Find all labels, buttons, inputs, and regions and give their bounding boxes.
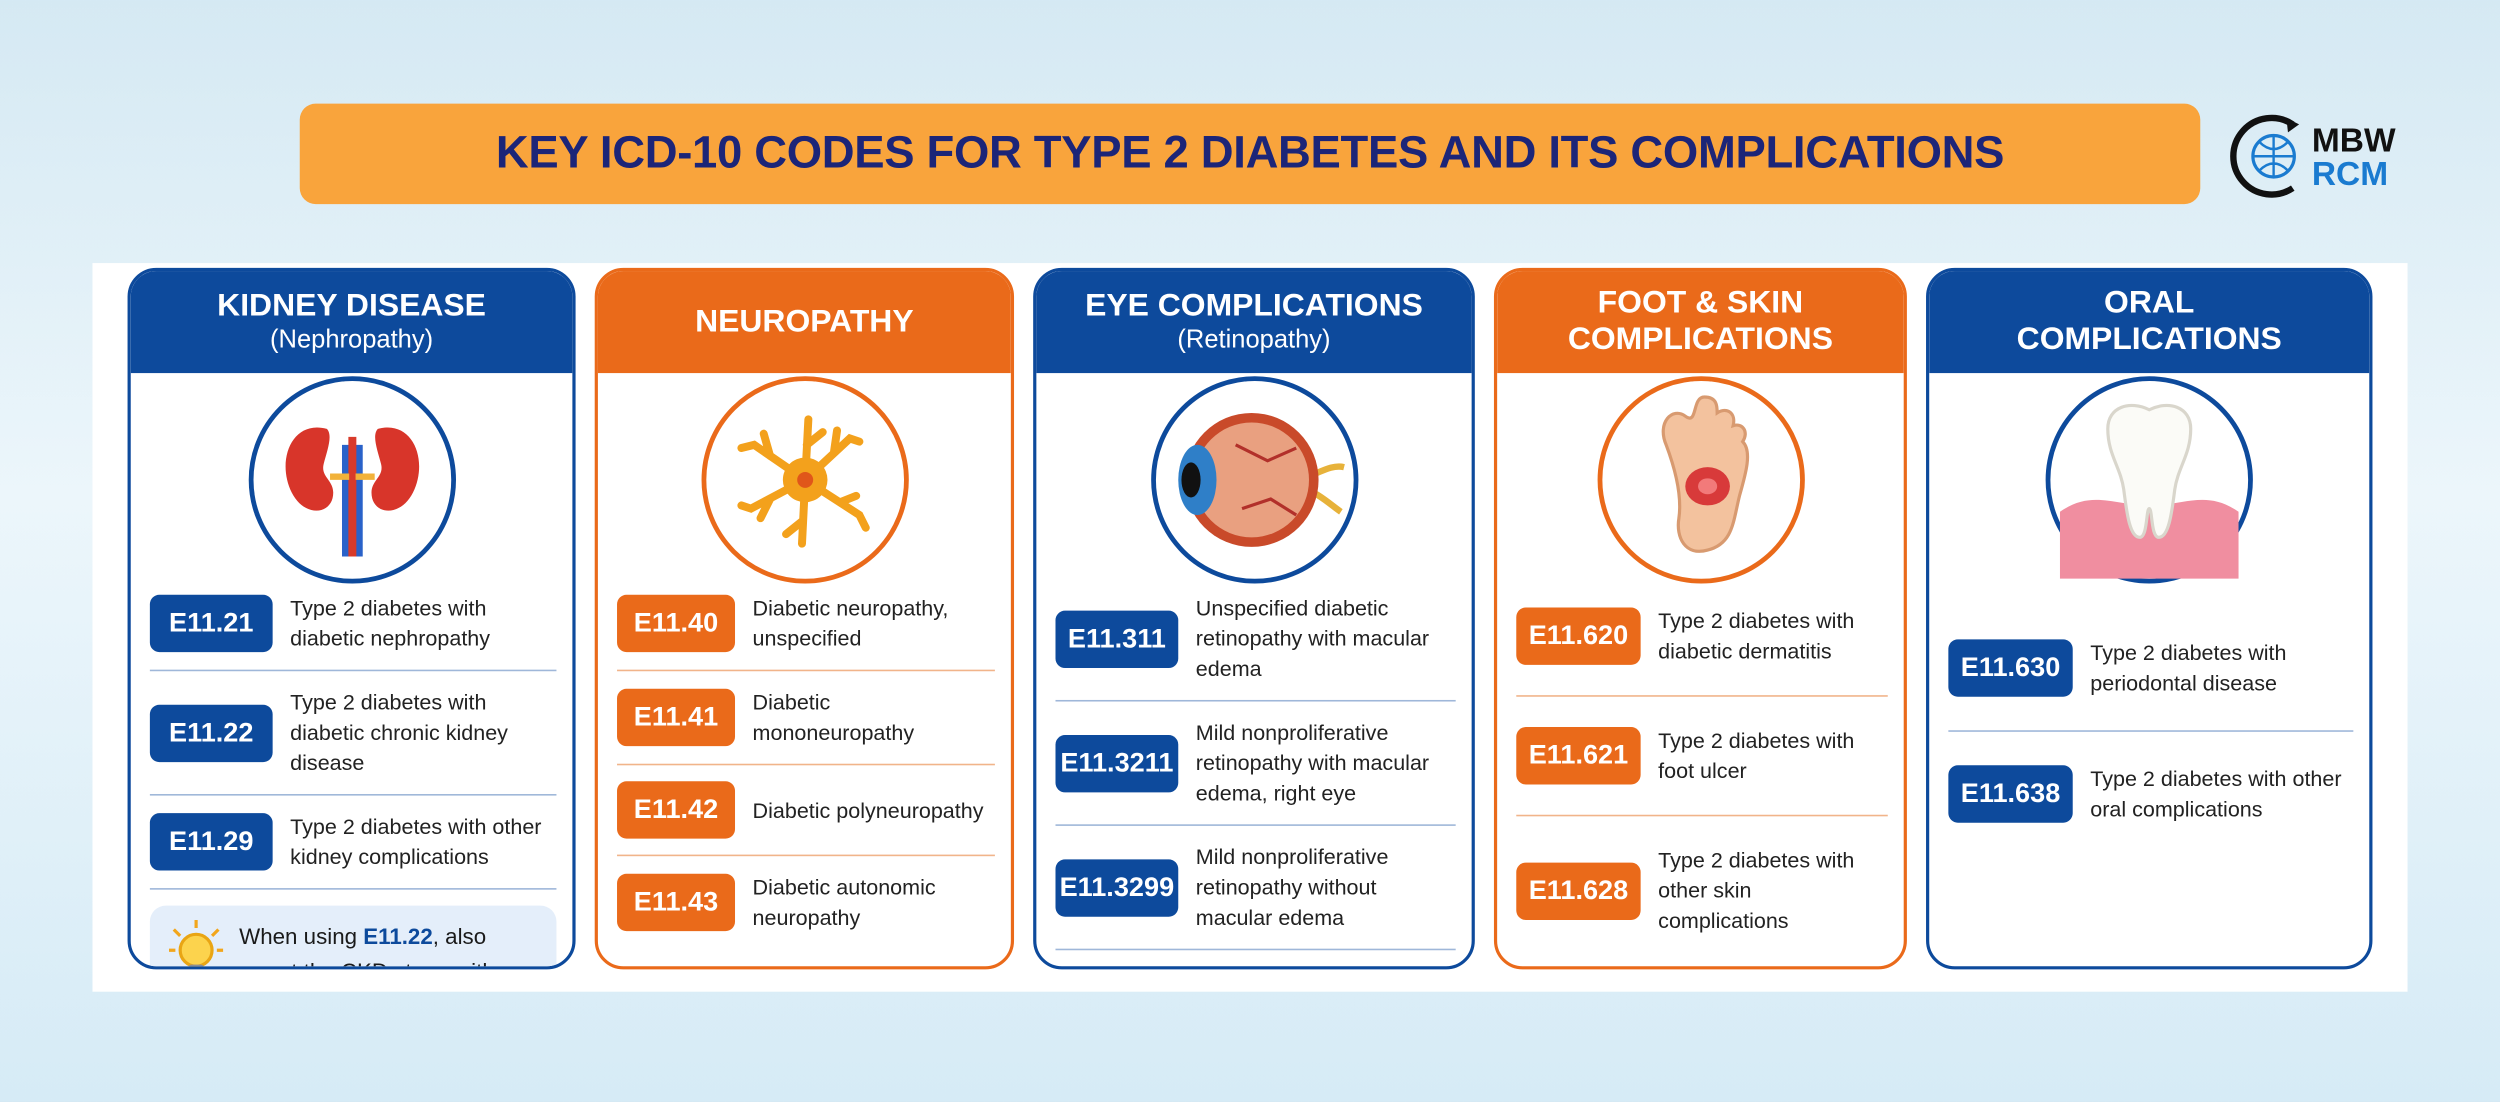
code-list: E11.630 Type 2 diabetes with periodontal … xyxy=(1948,606,2354,856)
card-icon xyxy=(2045,376,2253,584)
note-code: E11.22 xyxy=(363,923,433,949)
card: EYE COMPLICATIONS (Retinopathy) E11.311 Uns… xyxy=(1033,267,1475,970)
code-list: E11.620 Type 2 diabetes with diabetic der… xyxy=(1516,577,1888,964)
card: NEUROPATHY E11.40 Diabetic neuropathy, uns… xyxy=(594,267,1015,970)
tip-icon xyxy=(169,918,224,967)
code-badge: E11.29 xyxy=(149,813,273,871)
code-badge: E11.311 xyxy=(1055,609,1179,668)
logo-mark xyxy=(2230,114,2300,198)
card-subtitle: (Retinopathy) xyxy=(1177,326,1331,354)
logo: MBW RCM xyxy=(2229,112,2408,201)
code-badge: E11.3211 xyxy=(1055,734,1179,792)
note-text: , also report the CKD stage with an xyxy=(239,923,526,966)
code-badge: E11.40 xyxy=(617,594,736,653)
code-description: Mild nonproliferative retinopathy withou… xyxy=(1195,845,1389,930)
code-row: E11.42 Diabetic polyneuropathy xyxy=(617,765,995,857)
card-icon xyxy=(247,376,456,584)
card-header: ORAL COMPLICATIONS xyxy=(1929,271,2370,374)
code-row: E11.3513Proliferative retinopathy with m… xyxy=(1055,950,1456,967)
card: ORAL COMPLICATIONS E11.630 Type 2 diabetes… xyxy=(1926,267,2373,970)
code-description: Type 2 diabetes with diabetic chronic ki… xyxy=(290,690,508,775)
code-badge: E11.43 xyxy=(617,873,736,932)
card-title: FOOT & SKIN COMPLICATIONS xyxy=(1567,285,1833,358)
code-badge: E11.630 xyxy=(1948,639,2073,697)
code-badge: E11.21 xyxy=(149,594,273,653)
code-row: E11.630 Type 2 diabetes with periodontal … xyxy=(1948,606,2354,732)
code-description: Diabetic polyneuropathy xyxy=(752,797,984,822)
code-row: E11.311 Unspecified diabetic retinopathy … xyxy=(1055,577,1456,702)
card-header: FOOT & SKIN COMPLICATIONS xyxy=(1497,271,1904,374)
code-row: E11.621 Type 2 diabetes with foot ulcer xyxy=(1516,697,1888,817)
code-description: Type 2 diabetes with periodontal disease xyxy=(2090,640,2287,696)
code-list: E11.40 Diabetic neuropathy, unspecified E1… xyxy=(617,577,995,948)
code-description: Diabetic neuropathy, unspecified xyxy=(752,596,949,651)
code-badge: E11.3299 xyxy=(1055,858,1179,916)
code-description: Type 2 diabetes with diabetic dermatitis xyxy=(1658,609,1855,664)
card-header: KIDNEY DISEASE (Nephropathy) xyxy=(130,271,573,374)
card-subtitle: (Nephropathy) xyxy=(270,326,434,354)
card-title: EYE COMPLICATIONS xyxy=(1085,287,1423,323)
code-row: E11.628 Type 2 diabetes with other skin c… xyxy=(1516,816,1887,964)
title: KEY ICD-10 CODES FOR TYPE 2 DIABETES AND… xyxy=(495,127,2005,179)
code-description: Type 2 diabetes with foot ulcer xyxy=(1658,728,1855,783)
code-description: Unspecified diabetic retinopathy with ma… xyxy=(1195,596,1430,681)
card-header: NEUROPATHY xyxy=(597,271,1011,374)
card-title: KIDNEY DISEASE xyxy=(217,287,486,323)
code-row: E11.29 Type 2 diabetes with other kidney … xyxy=(149,796,557,890)
code-row: E11.638 Type 2 diabetes with other oral c… xyxy=(1948,732,2353,856)
code-list: E11.21 Type 2 diabetes with diabetic neph… xyxy=(149,577,557,967)
code-row: E11.3211 Mild nonproliferative retinopath… xyxy=(1055,702,1456,826)
card-title: NEUROPATHY xyxy=(695,303,914,339)
code-badge: E11.22 xyxy=(149,703,273,762)
logo-text: MBW xyxy=(2311,122,2396,160)
code-badge: E11.638 xyxy=(1948,765,2073,823)
code-row: E11.22 Type 2 diabetes with diabetic chro… xyxy=(149,671,557,796)
card: KIDNEY DISEASE (Nephropathy) E11.21 Type 2 … xyxy=(127,267,576,970)
logo-text: RCM xyxy=(2311,156,2389,193)
code-row: E11.41 Diabetic mononeuropathy xyxy=(617,671,995,766)
code-description: Type 2 diabetes with other oral complica… xyxy=(2090,766,2342,822)
code-description: Type 2 diabetes with diabetic nephropath… xyxy=(290,596,491,651)
card-icon xyxy=(1596,376,1805,584)
code-list: E11.311 Unspecified diabetic retinopathy … xyxy=(1055,577,1456,967)
code-description: Mild nonproliferative retinopathy with m… xyxy=(1195,720,1430,806)
code-badge: E11.621 xyxy=(1516,727,1641,785)
code-badge: E11.41 xyxy=(617,688,736,747)
code-description: Type 2 diabetes with other kidney compli… xyxy=(290,814,542,869)
code-badge: E11.42 xyxy=(617,781,736,839)
card: FOOT & SKIN COMPLICATIONS E11.620 Type 2 d… xyxy=(1493,267,1907,970)
note-text: When using xyxy=(239,923,364,949)
code-row: E11.620 Type 2 diabetes with diabetic der… xyxy=(1516,577,1888,697)
code-row: E11.40 Diabetic neuropathy, unspecified xyxy=(617,577,995,672)
code-description: Diabetic mononeuropathy xyxy=(752,690,915,745)
code-row: E11.3299 Mild nonproliferative retinopath… xyxy=(1055,826,1456,951)
code-row: E11.43 Diabetic autonomic neuropathy xyxy=(617,856,995,948)
code-row: E11.21 Type 2 diabetes with diabetic neph… xyxy=(149,577,557,672)
title-bar: KEY ICD-10 CODES FOR TYPE 2 DIABETES AND… xyxy=(299,103,2201,205)
code-description: Type 2 diabetes with other skin complica… xyxy=(1658,848,1855,933)
tip-note: When using E11.22, also report the CKD s… xyxy=(149,905,557,967)
card-title: ORAL COMPLICATIONS xyxy=(2016,285,2282,358)
card-icon xyxy=(700,376,909,584)
card-icon xyxy=(1150,376,1358,584)
code-badge: E11.620 xyxy=(1516,607,1641,665)
code-description: Proliferative retinopathy with macular e… xyxy=(1196,966,1456,967)
code-badge: E11.628 xyxy=(1516,861,1641,920)
card-header: EYE COMPLICATIONS (Retinopathy) xyxy=(1036,271,1472,374)
code-description: Diabetic autonomic neuropathy xyxy=(752,875,936,930)
